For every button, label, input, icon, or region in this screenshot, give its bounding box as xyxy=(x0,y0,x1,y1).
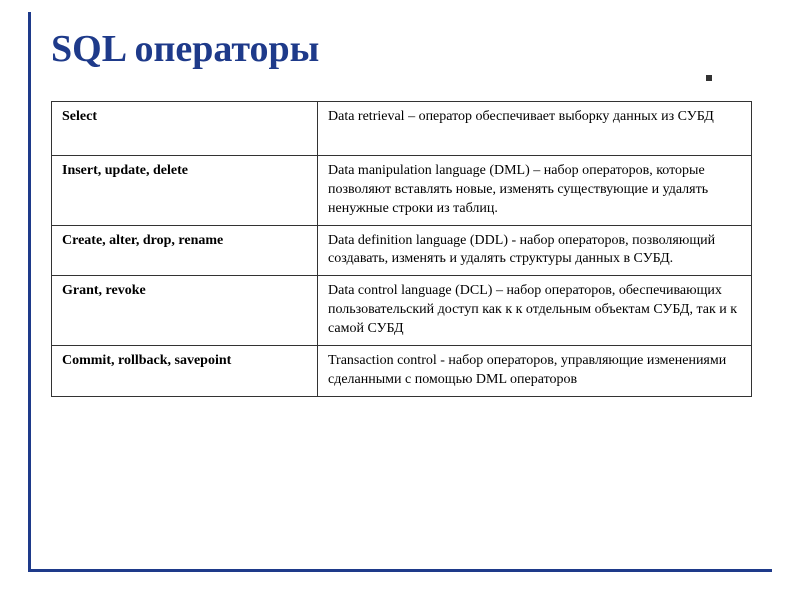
operator-cell: Commit, rollback, savepoint xyxy=(52,346,318,397)
description-cell: Data control language (DCL) – набор опер… xyxy=(318,276,752,346)
table-row: Select Data retrieval – оператор обеспеч… xyxy=(52,102,752,156)
table-row: Grant, revoke Data control language (DCL… xyxy=(52,276,752,346)
operator-cell: Grant, revoke xyxy=(52,276,318,346)
sql-operators-table: Select Data retrieval – оператор обеспеч… xyxy=(51,101,752,397)
operator-cell: Insert, update, delete xyxy=(52,155,318,225)
slide-container: SQL операторы Select Data retrieval – оп… xyxy=(0,0,800,600)
description-cell: Transaction control - набор операторов, … xyxy=(318,346,752,397)
table-row: Commit, rollback, savepoint Transaction … xyxy=(52,346,752,397)
table-row: Create, alter, drop, rename Data definit… xyxy=(52,225,752,276)
table-row: Insert, update, delete Data manipulation… xyxy=(52,155,752,225)
corner-mark xyxy=(706,75,712,81)
operator-cell: Create, alter, drop, rename xyxy=(52,225,318,276)
description-cell: Data retrieval – оператор обеспечивает в… xyxy=(318,102,752,156)
description-cell: Data definition language (DDL) - набор о… xyxy=(318,225,752,276)
slide-border: SQL операторы Select Data retrieval – оп… xyxy=(28,12,772,572)
operator-cell: Select xyxy=(52,102,318,156)
slide-title: SQL операторы xyxy=(51,27,752,71)
description-cell: Data manipulation language (DML) – набор… xyxy=(318,155,752,225)
